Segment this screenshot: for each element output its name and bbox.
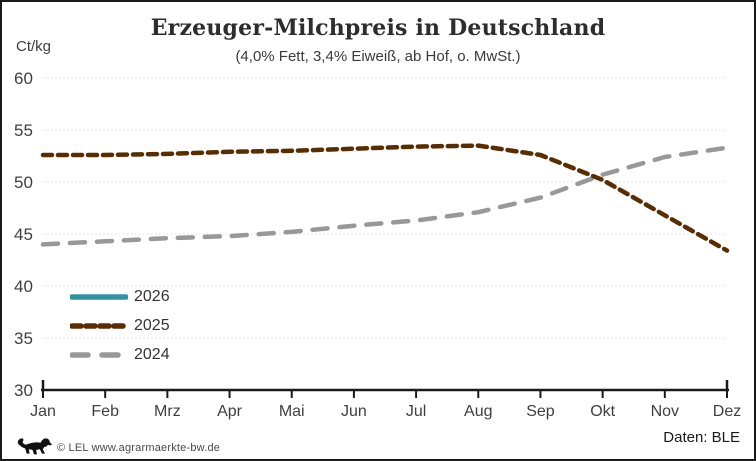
x-tick-label: Jan: [30, 403, 56, 420]
y-tick-label: 40: [14, 277, 33, 296]
x-tick-label: Okt: [590, 403, 615, 420]
y-tick-label: 50: [14, 173, 33, 192]
x-tick-label: Jul: [406, 403, 426, 420]
legend-label-2025: 2025: [134, 316, 170, 334]
legend-line-sample-2025: [70, 322, 128, 329]
copyright-text: © LEL www.agrarmaerkte-bw.de: [57, 442, 221, 454]
series-line-2024: [40, 145, 730, 247]
y-axis-unit-label: Ct/kg: [16, 38, 52, 55]
legend-line-sample-2026: [70, 293, 128, 300]
x-tick-label: Aug: [464, 403, 492, 420]
chart-subtitle: (4,0% Fett, 3,4% Eiweiß, ab Hof, o. MwSt…: [235, 48, 521, 65]
x-tick-label: Dez: [713, 403, 741, 420]
data-source-label: Daten: BLE: [663, 429, 740, 446]
x-tick-label: Apr: [217, 403, 243, 420]
x-tick-label: Sep: [526, 403, 555, 420]
x-tick-label: Mrz: [154, 403, 181, 420]
y-tick-label: 35: [14, 329, 33, 348]
y-tick-label: 55: [14, 121, 33, 140]
y-tick-label: 60: [14, 69, 33, 88]
legend-item-2024: 2024: [70, 340, 170, 369]
legend-label-2024: 2024: [134, 345, 170, 363]
legend-label-2026: 2026: [134, 287, 170, 305]
chart-legend: 2026 2025 2024: [70, 282, 170, 369]
legend-line-sample-2024: [70, 351, 128, 358]
chart-title: Erzeuger-Milchpreis in Deutschland: [150, 15, 606, 41]
legend-item-2026: 2026: [70, 282, 170, 311]
y-tick-label: 45: [14, 225, 33, 244]
series-line-2025: [40, 143, 730, 253]
legend-item-2025: 2025: [70, 311, 170, 340]
x-tick-label: Jun: [341, 403, 367, 420]
x-tick-label: Nov: [651, 403, 679, 420]
y-tick-label: 30: [14, 381, 33, 400]
x-tick-label: Feb: [91, 403, 119, 420]
lel-lion-logo-icon: [17, 438, 53, 455]
x-tick-label: Mai: [279, 403, 305, 420]
